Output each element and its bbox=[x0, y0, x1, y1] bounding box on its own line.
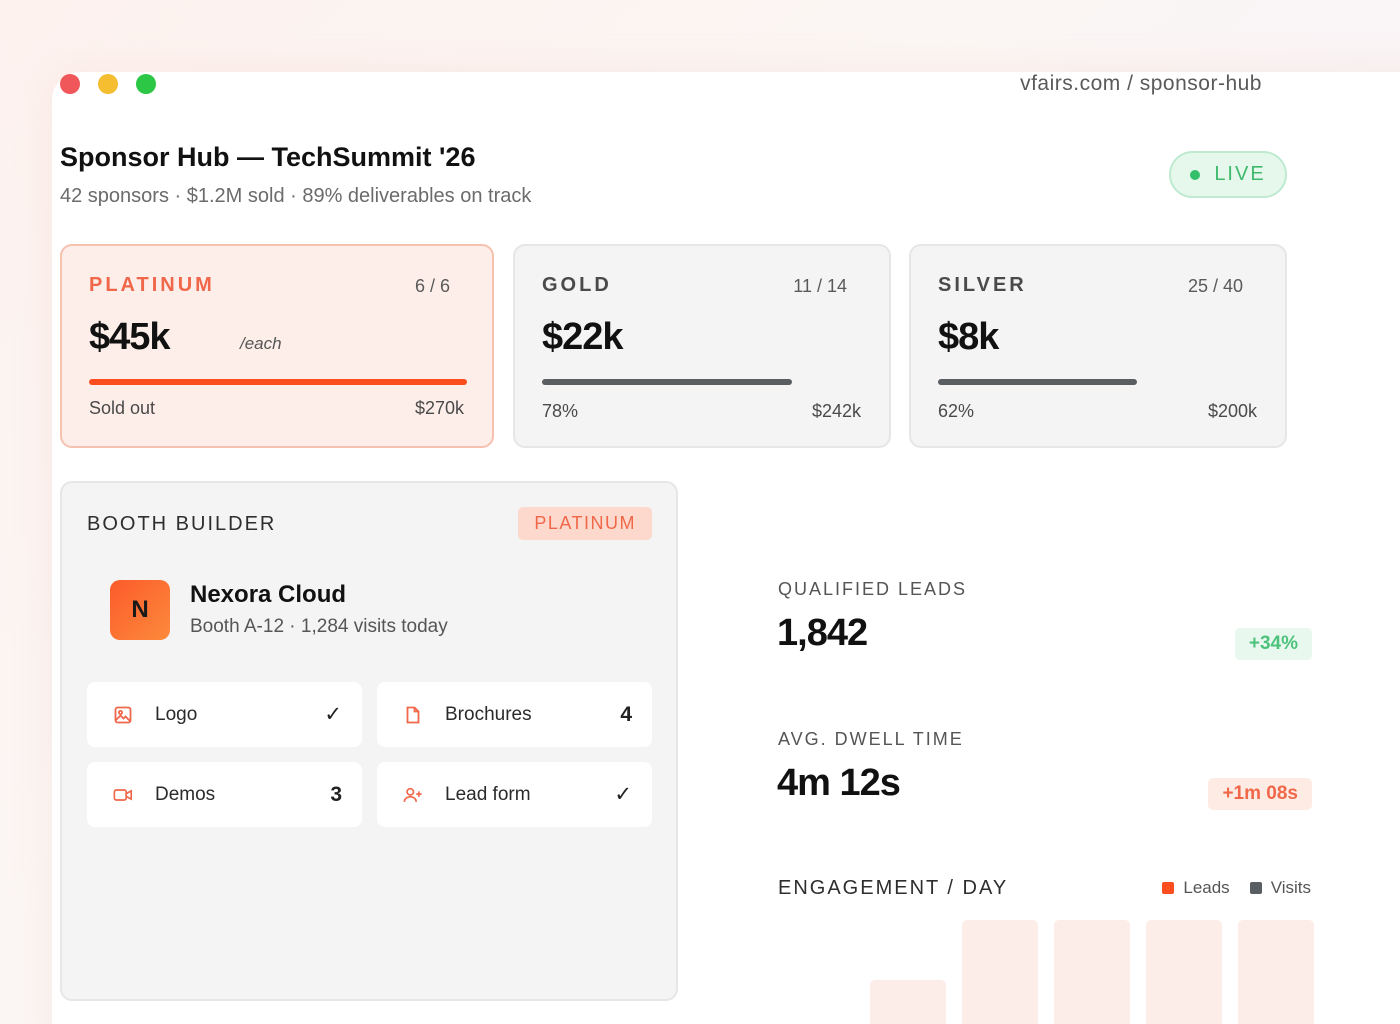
check-icon: ✓ bbox=[324, 703, 342, 726]
company-booth-meta: Booth A-12 · 1,284 visits today bbox=[190, 616, 448, 637]
legend-label: Visits bbox=[1270, 878, 1311, 897]
legend-swatch bbox=[1249, 882, 1262, 894]
engagement-legend: Leads Visits bbox=[1162, 878, 1311, 898]
tier-card-silver[interactable]: SILVER 25 / 40 $8k 62% $200k bbox=[909, 244, 1287, 448]
engagement-bar bbox=[1238, 920, 1314, 1024]
tier-name: GOLD bbox=[542, 274, 612, 296]
tier-count: 6 / 6 bbox=[414, 276, 450, 296]
image-icon bbox=[113, 705, 133, 725]
tier-count: 25 / 40 bbox=[1187, 276, 1243, 296]
tier-card-platinum[interactable]: PLATINUM 6 / 6 $45k /each Sold out $270k bbox=[60, 244, 494, 448]
url-breadcrumb: vfairs.com / sponsor-hub bbox=[1020, 72, 1262, 95]
qualified-leads-label: QUALIFIED LEADS bbox=[778, 579, 968, 599]
booth-tier-badge: PLATINUM bbox=[518, 507, 652, 540]
engagement-bar-chart bbox=[778, 915, 1314, 1024]
video-icon bbox=[113, 785, 133, 805]
booth-item-brochures[interactable]: Brochures 4 bbox=[377, 682, 652, 747]
tier-revenue: $242k bbox=[811, 401, 861, 421]
booth-item-logo[interactable]: Logo ✓ bbox=[87, 682, 362, 747]
close-window-button[interactable] bbox=[60, 74, 80, 94]
booth-builder-panel: BOOTH BUILDER PLATINUM N Nexora Cloud Bo… bbox=[60, 481, 678, 1001]
live-status-badge: LIVE bbox=[1169, 151, 1287, 198]
tier-percent: 78% bbox=[542, 401, 579, 421]
tier-progress-fill bbox=[89, 379, 467, 385]
tier-name: SILVER bbox=[938, 274, 1027, 296]
page-subtitle: 42 sponsors · $1.2M sold · 89% deliverab… bbox=[60, 185, 532, 207]
tier-progress-bar bbox=[89, 379, 467, 385]
qualified-leads-value: 1,842 bbox=[777, 612, 868, 654]
tier-percent: 62% bbox=[938, 401, 975, 421]
tier-progress-fill bbox=[938, 379, 1138, 385]
tier-name: PLATINUM bbox=[89, 274, 215, 296]
tier-revenue: $270k bbox=[414, 398, 464, 418]
booth-item-label: Demos bbox=[155, 783, 216, 805]
tier-progress-bar bbox=[542, 379, 863, 385]
dwell-time-label: AVG. DWELL TIME bbox=[778, 729, 964, 749]
booth-item-label: Lead form bbox=[445, 783, 531, 805]
check-icon: ✓ bbox=[614, 783, 632, 806]
window-controls bbox=[60, 74, 156, 94]
live-label: LIVE bbox=[1214, 163, 1266, 185]
tier-revenue: $200k bbox=[1207, 401, 1257, 421]
legend-item-leads: Leads bbox=[1162, 878, 1230, 898]
minimize-window-button[interactable] bbox=[98, 74, 118, 94]
legend-item-visits: Visits bbox=[1249, 878, 1311, 898]
legend-swatch bbox=[1162, 882, 1175, 894]
booth-item-count: 4 bbox=[620, 702, 632, 726]
engagement-title: ENGAGEMENT / DAY bbox=[778, 877, 1009, 899]
tier-price: $22k bbox=[542, 316, 624, 358]
tier-progress-bar bbox=[938, 379, 1259, 385]
tier-price-unit: /each bbox=[240, 334, 282, 353]
maximize-window-button[interactable] bbox=[136, 74, 156, 94]
booth-item-demos[interactable]: Demos 3 bbox=[87, 762, 362, 827]
company-logo: N bbox=[110, 580, 170, 640]
booth-item-lead-form[interactable]: Lead form ✓ bbox=[377, 762, 652, 827]
tier-card-gold[interactable]: GOLD 11 / 14 $22k 78% $242k bbox=[513, 244, 891, 448]
booth-builder-heading: BOOTH BUILDER bbox=[87, 513, 277, 535]
dwell-time-value: 4m 12s bbox=[777, 762, 901, 804]
booth-item-label: Brochures bbox=[445, 703, 532, 725]
booth-item-label: Logo bbox=[155, 703, 198, 725]
tier-count: 11 / 14 bbox=[793, 276, 847, 296]
engagement-bar bbox=[962, 920, 1038, 1024]
user-add-icon bbox=[403, 785, 423, 805]
tier-status: Sold out bbox=[89, 398, 156, 418]
live-dot-icon bbox=[1190, 169, 1201, 180]
legend-label: Leads bbox=[1183, 878, 1230, 897]
engagement-bar bbox=[1146, 920, 1222, 1024]
page-title: Sponsor Hub — TechSummit '26 bbox=[60, 142, 476, 172]
tier-price: $8k bbox=[938, 316, 999, 358]
tier-progress-fill bbox=[542, 379, 793, 385]
tier-price: $45k bbox=[89, 316, 171, 358]
leads-change-badge: +34% bbox=[1234, 628, 1312, 660]
document-icon bbox=[403, 705, 423, 725]
engagement-bar bbox=[1054, 920, 1130, 1024]
engagement-bar bbox=[870, 980, 946, 1024]
company-name: Nexora Cloud bbox=[190, 581, 347, 608]
booth-item-count: 3 bbox=[330, 782, 342, 806]
dwell-change-badge: +1m 08s bbox=[1208, 778, 1312, 810]
